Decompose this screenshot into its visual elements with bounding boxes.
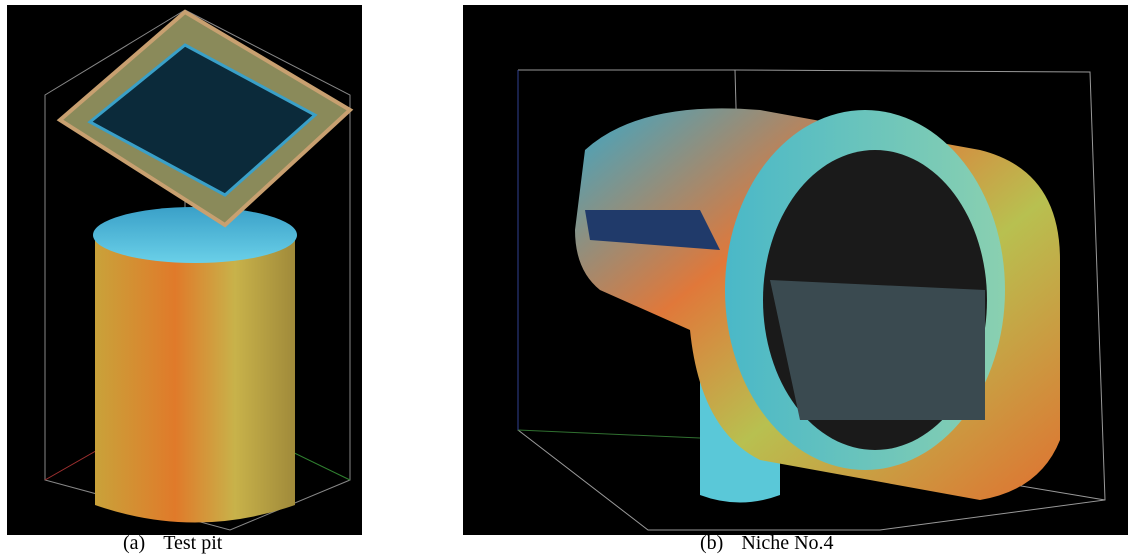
caption-text: Niche No.4 <box>741 532 833 554</box>
caption-label: (a) <box>123 532 145 554</box>
caption: (a) Test pit <box>123 532 222 555</box>
figure-panels <box>0 0 1137 535</box>
tunnel-floor <box>770 280 985 420</box>
caption: (b) Niche No.4 <box>700 532 834 555</box>
page: (a)Test pit (b)Niche No.4 (() => { const… <box>0 0 1137 553</box>
caption-label: (b) <box>700 532 723 554</box>
caption-text: Test pit <box>163 532 222 554</box>
pit-cylinder <box>95 230 295 523</box>
pit-rim <box>93 207 297 263</box>
